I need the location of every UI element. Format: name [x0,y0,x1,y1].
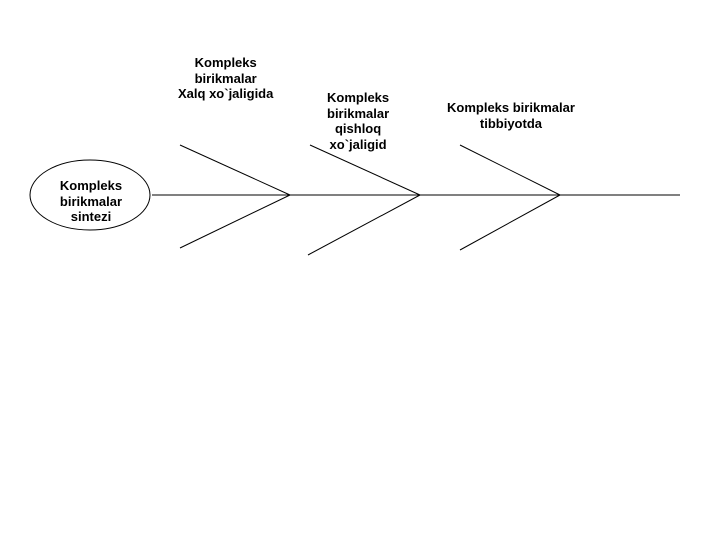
bone-1-top [180,145,290,195]
bone-label-1-line-1: birikmalar [178,71,273,87]
bone-2-bottom [308,195,420,255]
bone-label-1: Kompleks birikmalar Xalq xo`jaligida [178,55,273,102]
bone-label-1-line-0: Kompleks [178,55,273,71]
bone-label-3-line-0: Kompleks birikmalar [447,100,575,116]
head-label: Kompleks birikmalar sintezi [55,178,127,225]
fishbone-svg [0,0,720,540]
head-label-line3: sintezi [55,209,127,225]
head-label-line2: birikmalar [55,194,127,210]
bone-label-2-line-1: birikmalar [327,106,389,122]
bone-label-1-line-2: Xalq xo`jaligida [178,86,273,102]
bone-label-3: Kompleks birikmalar tibbiyotda [447,100,575,131]
bone-label-2-line-2: qishloq [327,121,389,137]
head-label-line1: Kompleks [55,178,127,194]
bone-1-bottom [180,195,290,248]
bone-2-top [310,145,420,195]
bone-3-top [460,145,560,195]
bone-label-2: Kompleks birikmalar qishloq xo`jaligid [327,90,389,152]
bone-label-2-line-3: xo`jaligid [327,137,389,153]
bone-label-2-line-0: Kompleks [327,90,389,106]
bone-3-bottom [460,195,560,250]
bone-label-3-line-1: tibbiyotda [447,116,575,132]
